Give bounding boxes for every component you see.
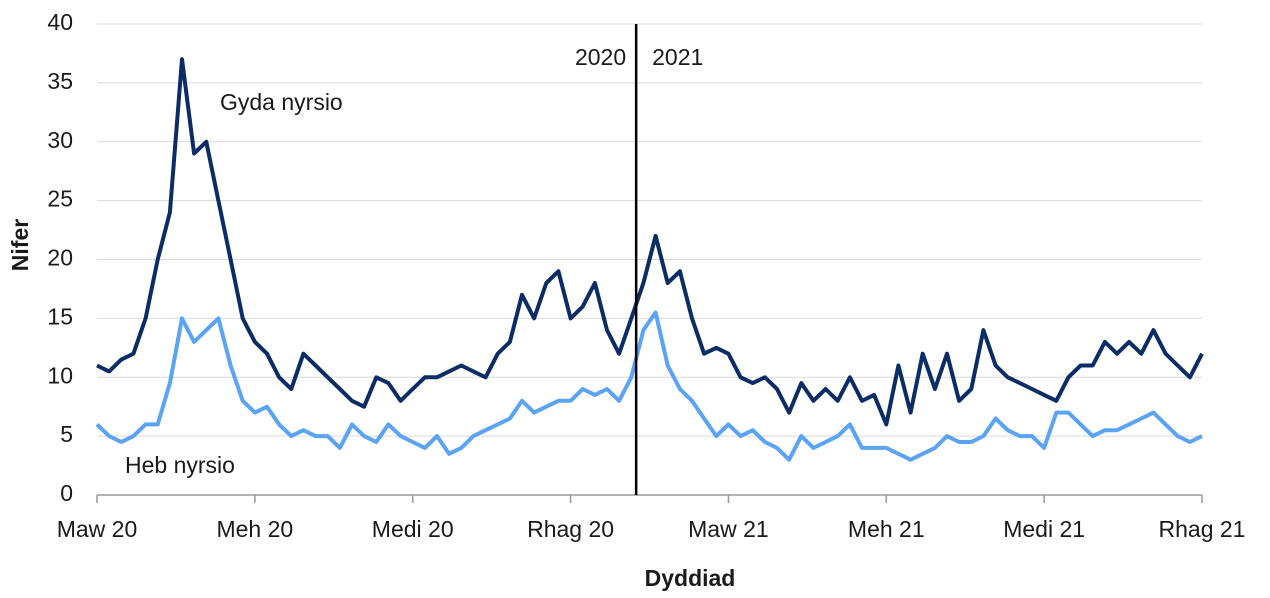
y-tick-label: 10	[47, 362, 73, 388]
y-tick-label: 0	[60, 480, 73, 506]
series-label: Heb nyrsio	[125, 452, 235, 478]
y-tick-label: 5	[60, 421, 73, 447]
x-axis-label: Dyddiad	[645, 565, 736, 591]
x-tick-label: Meh 20	[216, 516, 293, 542]
x-tick-label: Medi 20	[372, 516, 454, 542]
y-tick-label: 25	[47, 186, 73, 212]
y-tick-label: 15	[47, 303, 73, 329]
y-tick-label: 40	[47, 9, 73, 35]
y-axis-label: Nifer	[7, 219, 33, 271]
y-tick-label: 35	[47, 68, 73, 94]
line-series	[96, 57, 1204, 427]
y-tick-label: 20	[47, 245, 73, 271]
series-label: Gyda nyrsio	[220, 89, 343, 115]
x-tick-label: Rhag 21	[1159, 516, 1246, 542]
line-series	[95, 310, 1203, 462]
divider-label: 2020	[575, 44, 626, 70]
x-tick-label: Maw 20	[57, 516, 138, 542]
divider-label: 2021	[652, 44, 703, 70]
x-tick-label: Rhag 20	[527, 516, 614, 542]
x-tick-label: Meh 21	[848, 516, 925, 542]
x-tick-label: Maw 21	[688, 516, 769, 542]
x-tick-label: Medi 21	[1003, 516, 1085, 542]
y-tick-label: 30	[47, 127, 73, 153]
